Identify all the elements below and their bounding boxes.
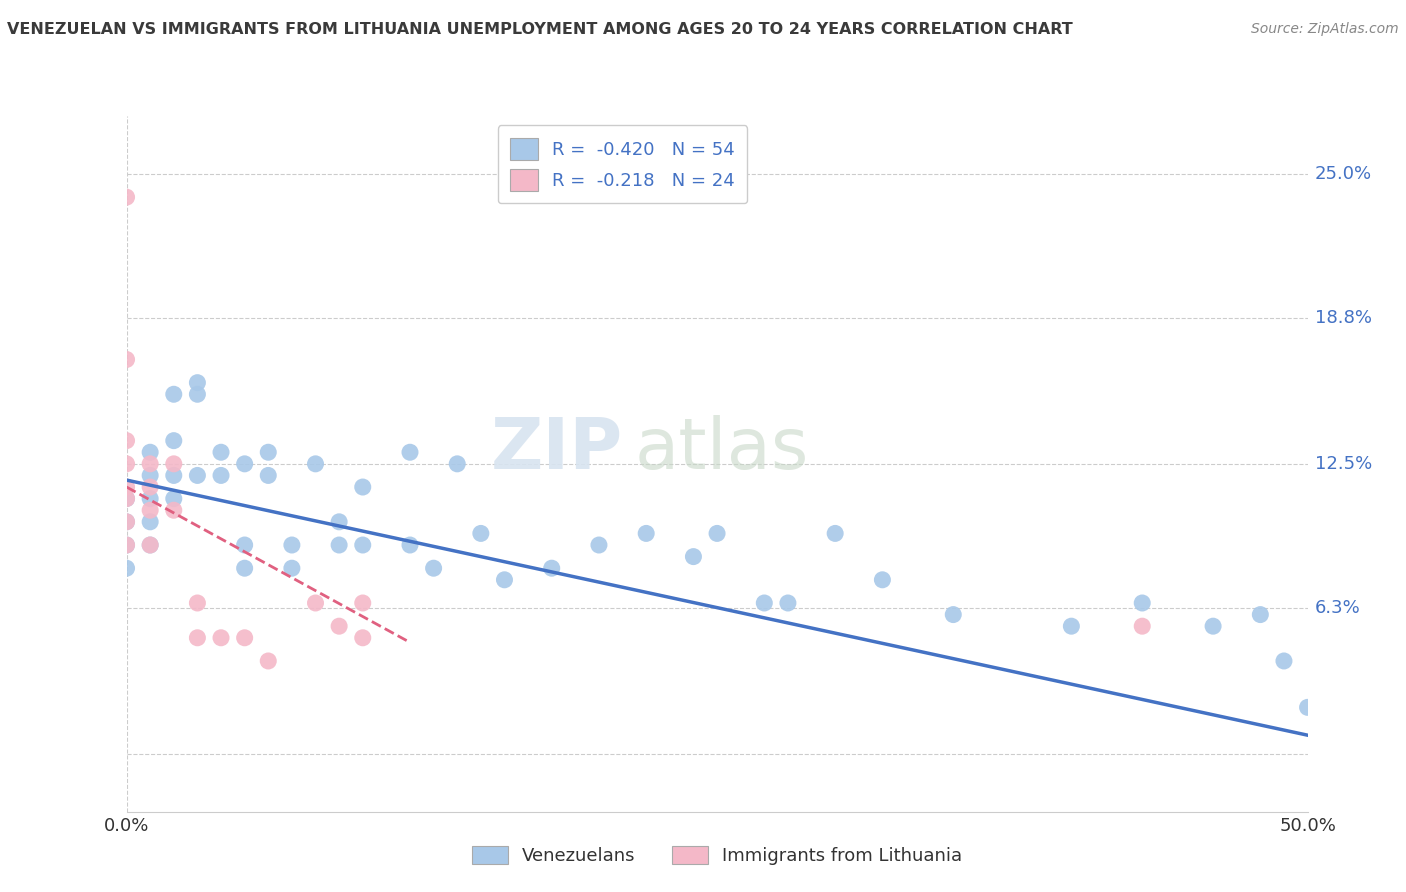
Point	[115, 515, 138, 529]
Point	[115, 457, 138, 471]
Point	[233, 457, 256, 471]
Point	[257, 468, 280, 483]
Point	[281, 561, 304, 575]
Point	[588, 538, 610, 552]
Point	[1060, 619, 1083, 633]
Point	[540, 561, 562, 575]
Point	[328, 515, 350, 529]
Point	[139, 515, 162, 529]
Point	[470, 526, 492, 541]
Point	[1130, 619, 1153, 633]
Point	[776, 596, 799, 610]
Text: ZIP: ZIP	[491, 416, 623, 484]
Text: 12.5%: 12.5%	[1315, 455, 1372, 473]
Point	[754, 596, 776, 610]
Point	[328, 619, 350, 633]
Point	[281, 538, 304, 552]
Point	[209, 631, 232, 645]
Point	[115, 538, 138, 552]
Text: VENEZUELAN VS IMMIGRANTS FROM LITHUANIA UNEMPLOYMENT AMONG AGES 20 TO 24 YEARS C: VENEZUELAN VS IMMIGRANTS FROM LITHUANIA …	[7, 22, 1073, 37]
Point	[115, 491, 138, 506]
Point	[304, 457, 326, 471]
Point	[494, 573, 516, 587]
Point	[352, 596, 374, 610]
Point	[186, 376, 208, 390]
Point	[872, 573, 894, 587]
Point	[399, 445, 422, 459]
Point	[422, 561, 444, 575]
Text: 25.0%: 25.0%	[1315, 165, 1372, 183]
Point	[163, 491, 186, 506]
Point	[352, 480, 374, 494]
Point	[115, 434, 138, 448]
Point	[636, 526, 658, 541]
Point	[257, 445, 280, 459]
Point	[186, 468, 208, 483]
Text: 6.3%: 6.3%	[1315, 599, 1361, 616]
Point	[186, 596, 208, 610]
Point	[163, 387, 186, 401]
Point	[352, 538, 374, 552]
Point	[186, 631, 208, 645]
Point	[1272, 654, 1295, 668]
Point	[115, 491, 138, 506]
Point	[942, 607, 965, 622]
Point	[139, 457, 162, 471]
Point	[352, 631, 374, 645]
Point	[139, 503, 162, 517]
Point	[163, 503, 186, 517]
Point	[115, 538, 138, 552]
Point	[233, 561, 256, 575]
Text: atlas: atlas	[634, 416, 808, 484]
Point	[163, 457, 186, 471]
Point	[233, 631, 256, 645]
Point	[139, 538, 162, 552]
Point	[682, 549, 704, 564]
Point	[1249, 607, 1271, 622]
Point	[139, 445, 162, 459]
Point	[824, 526, 846, 541]
Point	[1202, 619, 1225, 633]
Text: 18.8%: 18.8%	[1315, 309, 1372, 326]
Point	[209, 445, 232, 459]
Point	[139, 468, 162, 483]
Point	[233, 538, 256, 552]
Point	[115, 352, 138, 367]
Point	[115, 480, 138, 494]
Point	[399, 538, 422, 552]
Point	[163, 434, 186, 448]
Point	[1130, 596, 1153, 610]
Point	[163, 468, 186, 483]
Point	[706, 526, 728, 541]
Point	[209, 468, 232, 483]
Point	[328, 538, 350, 552]
Point	[115, 190, 138, 204]
Legend: Venezuelans, Immigrants from Lithuania: Venezuelans, Immigrants from Lithuania	[464, 838, 970, 872]
Point	[1296, 700, 1319, 714]
Point	[115, 515, 138, 529]
Point	[257, 654, 280, 668]
Point	[186, 387, 208, 401]
Point	[139, 491, 162, 506]
Point	[446, 457, 468, 471]
Point	[304, 596, 326, 610]
Point	[139, 480, 162, 494]
Point	[115, 561, 138, 575]
Text: Source: ZipAtlas.com: Source: ZipAtlas.com	[1251, 22, 1399, 37]
Point	[139, 538, 162, 552]
